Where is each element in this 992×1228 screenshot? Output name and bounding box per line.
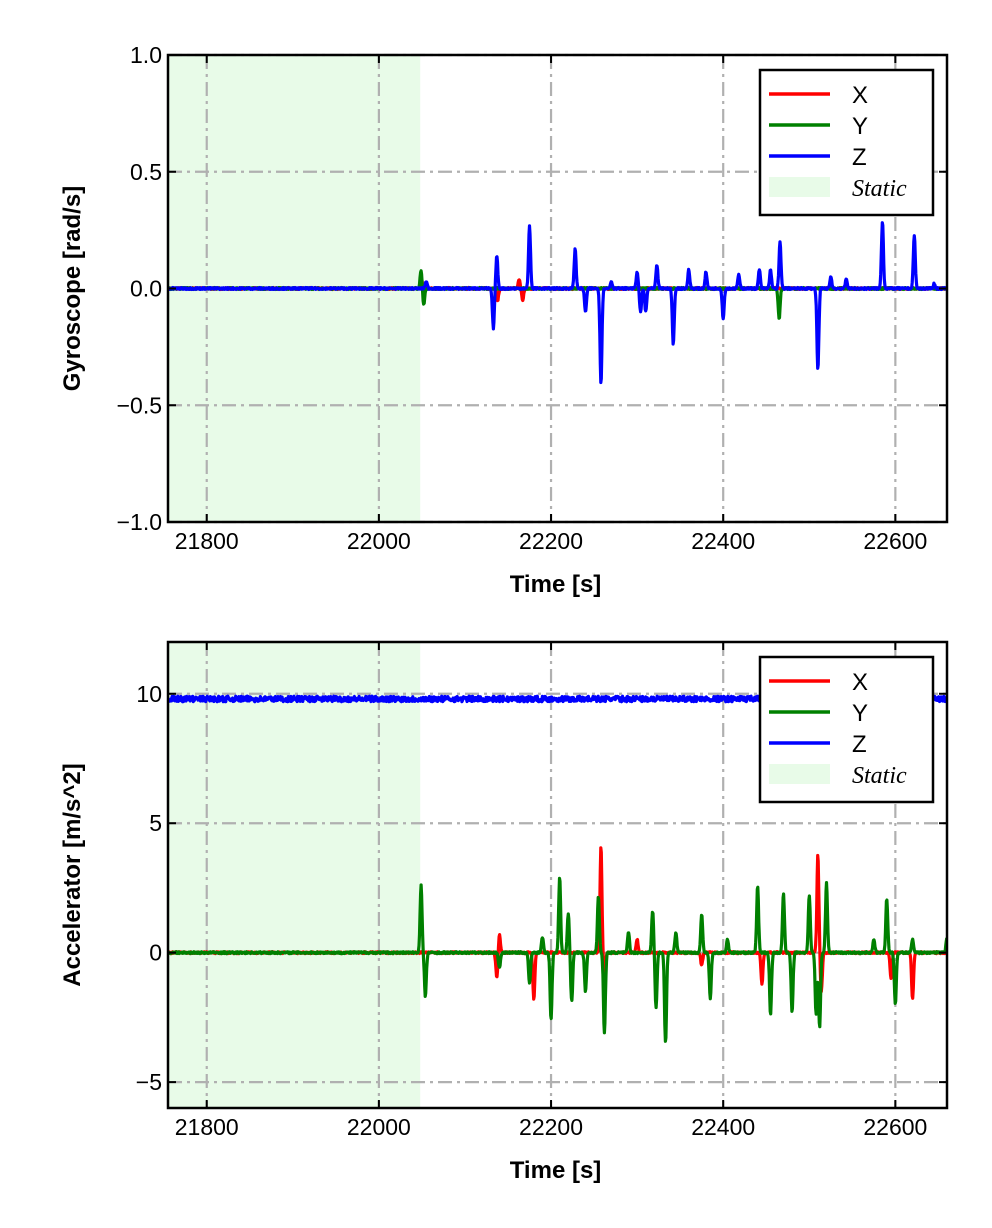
axes-frame — [166, 640, 949, 1110]
legend-label-z: Z — [852, 731, 867, 758]
chart-accelerometer: 21800 22000 22200 22400 22600 10 5 0 −5 Time [s] A… — [59, 640, 949, 1184]
series-line-z — [168, 221, 947, 385]
y-tick-label: −5 — [136, 1069, 162, 1095]
static-region — [168, 642, 421, 1108]
x-tick-label: 22600 — [863, 528, 927, 554]
y-axis-label: Accelerator [m/s^2] — [59, 763, 86, 986]
x-tick-label: 22400 — [691, 1114, 755, 1140]
x-tick-label: 21800 — [175, 1114, 239, 1140]
y-tick-label: 0 — [149, 940, 162, 966]
x-tick-label: 22000 — [347, 528, 411, 554]
legend-swatch-static — [769, 764, 830, 784]
x-tick-label: 22600 — [863, 1114, 927, 1140]
legend: XYZ Static — [758, 655, 935, 804]
series-group — [168, 221, 947, 385]
x-tick-label: 22400 — [691, 528, 755, 554]
legend-label-y: Y — [852, 113, 868, 140]
legend-label-x: X — [852, 82, 868, 109]
y-tick-label: −1.0 — [117, 509, 162, 535]
y-tick-label: −0.5 — [117, 392, 162, 418]
legend-label-static: Static — [852, 176, 907, 202]
x-tick-label: 22200 — [519, 1114, 583, 1140]
x-tick-label: 22200 — [519, 528, 583, 554]
legend: XYZ Static — [758, 68, 935, 217]
y-tick-label: 1.0 — [130, 42, 162, 68]
legend-label-z: Z — [852, 144, 867, 171]
x-tick-label: 21800 — [175, 528, 239, 554]
y-tick-label: 0.5 — [130, 159, 162, 185]
series-line-y — [168, 876, 947, 1043]
legend-label-x: X — [852, 669, 868, 696]
legend-label-static: Static — [852, 763, 907, 789]
x-axis-label: Time [s] — [510, 571, 602, 598]
y-axis-label: Gyroscope [rad/s] — [59, 186, 86, 391]
x-axis-label: Time [s] — [510, 1157, 602, 1184]
y-tick-label: 10 — [136, 681, 162, 707]
legend-swatch-static — [769, 177, 830, 197]
x-tick-label: 22000 — [347, 1114, 411, 1140]
y-tick-label: 0.0 — [130, 276, 162, 302]
legend-label-y: Y — [852, 700, 868, 727]
chart-gyroscope: 21800 22000 22200 22400 22600 1.0 0.5 0.0 −0.5 −1… — [59, 42, 949, 598]
y-tick-label: 5 — [149, 810, 162, 836]
